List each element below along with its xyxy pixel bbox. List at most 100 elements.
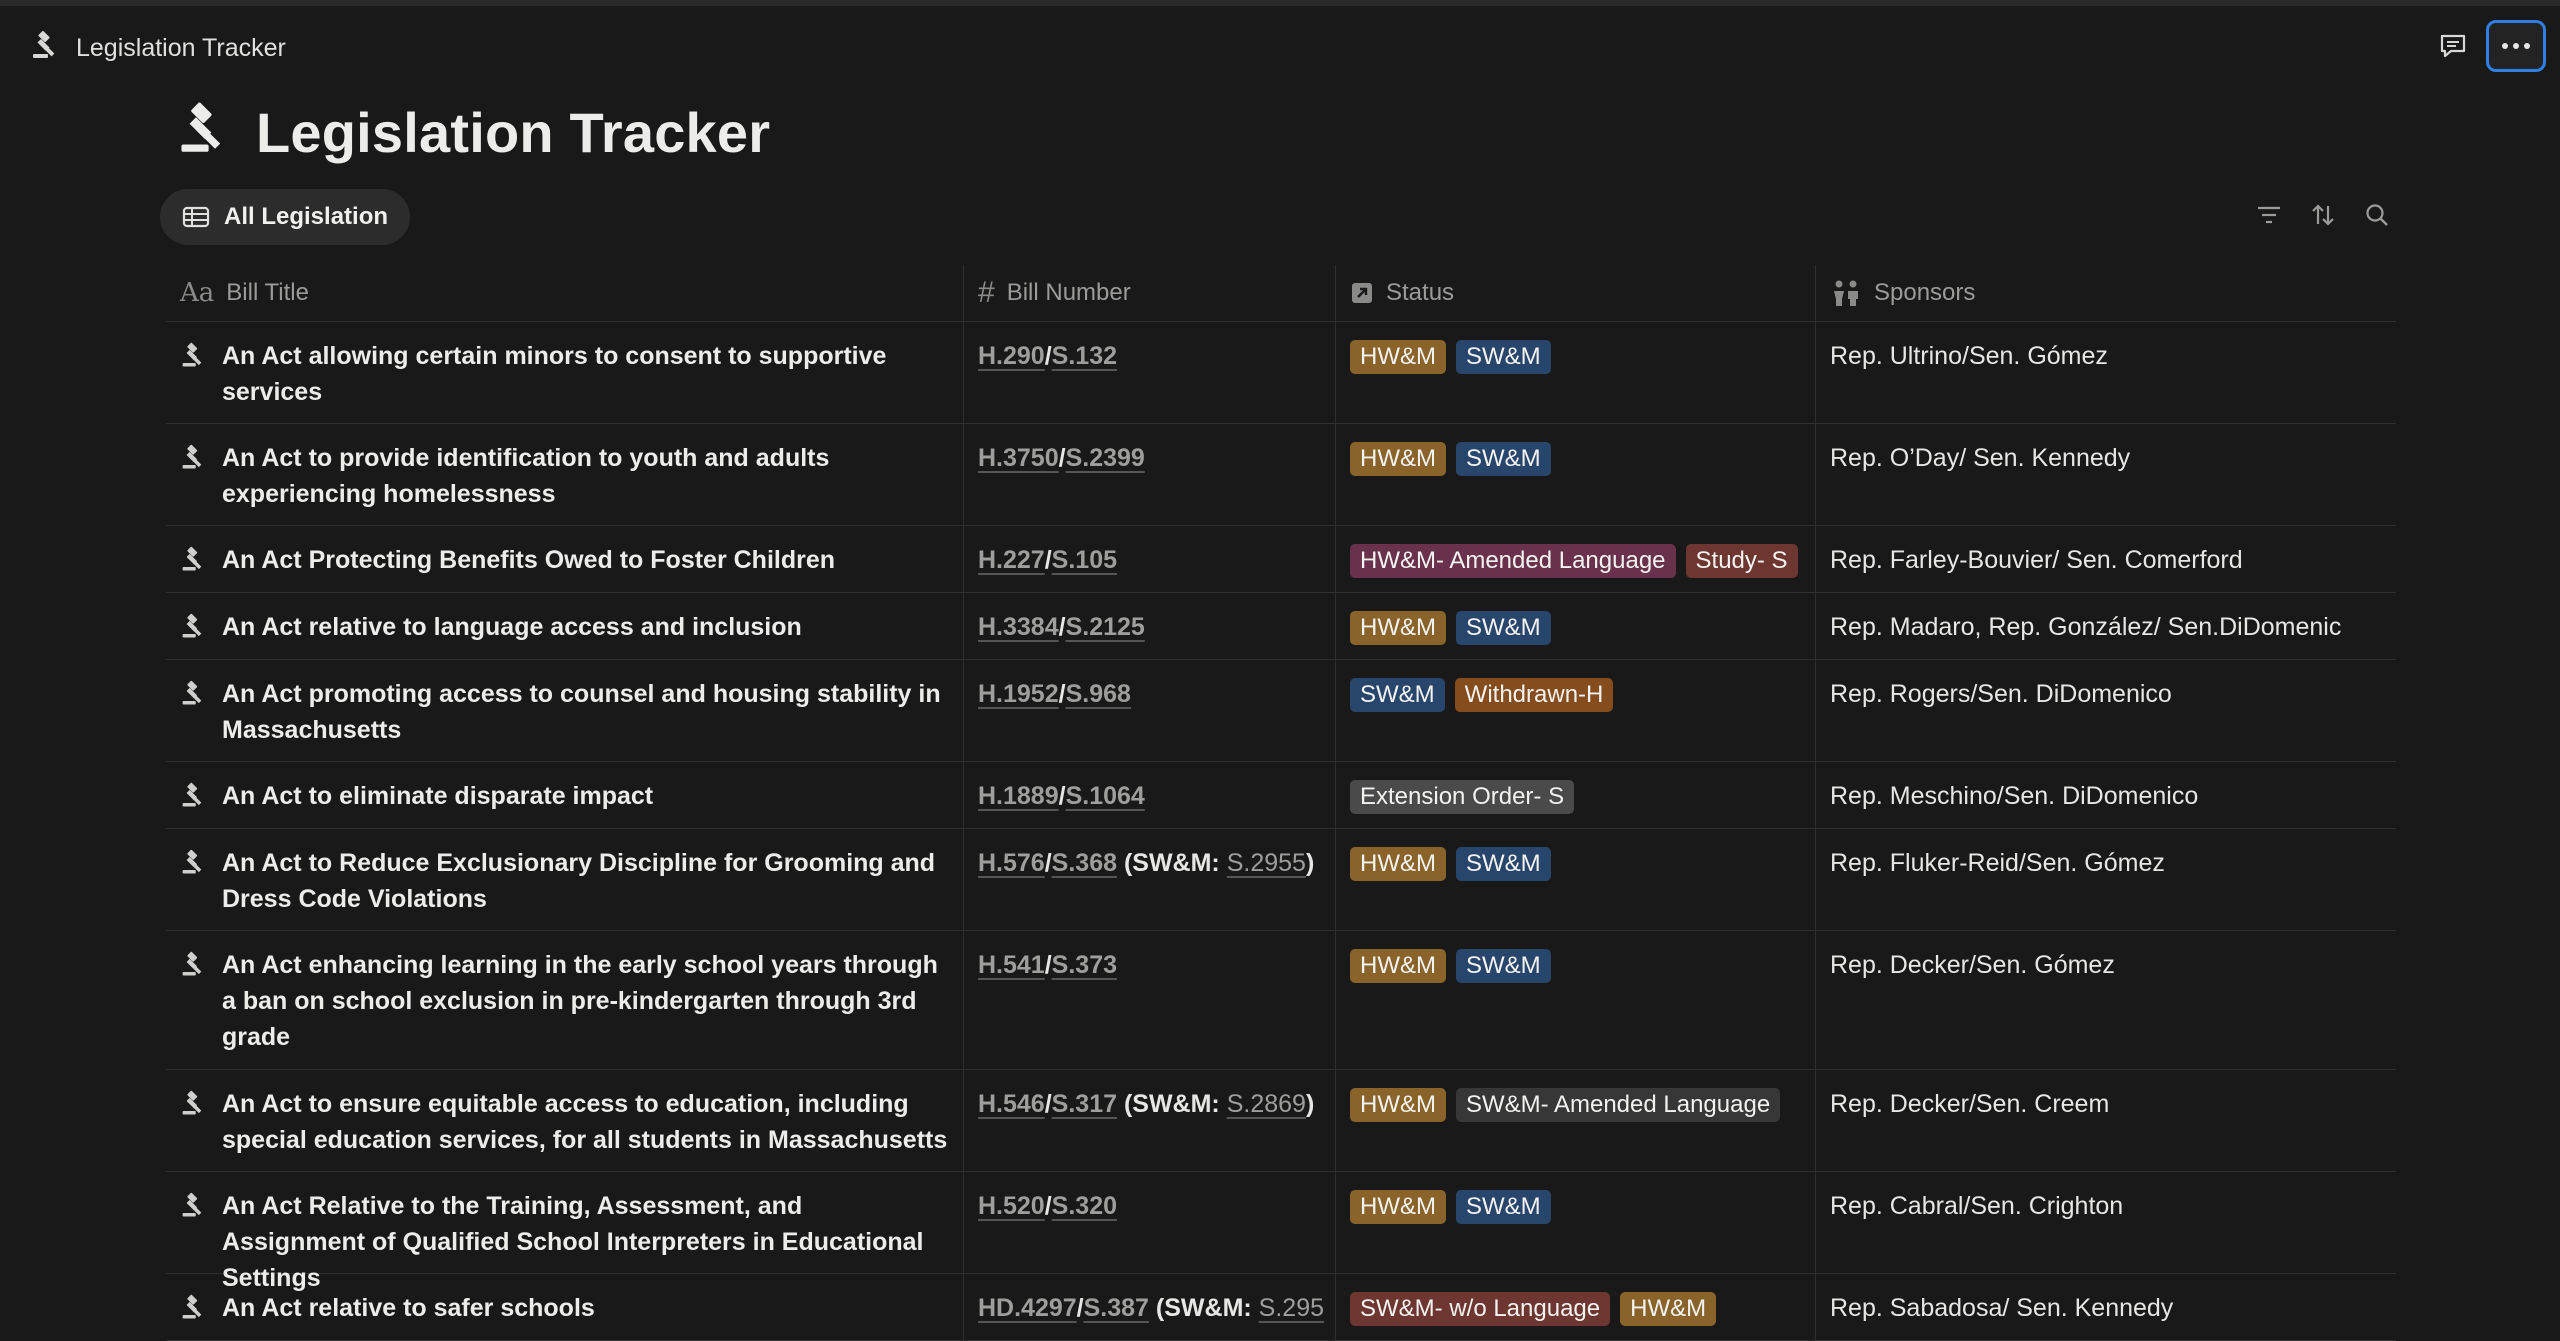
bill-title-cell[interactable]: An Act promoting access to counsel and h… [166,660,963,761]
table-row[interactable]: An Act allowing certain minors to consen… [166,322,2396,424]
bill-number-link[interactable]: HD.4297 [978,1294,1077,1322]
status-cell[interactable]: HW&M SW&M [1335,593,1815,659]
more-options-button[interactable] [2486,20,2546,72]
column-header-status[interactable]: Status [1335,265,1815,321]
bill-number-link[interactable]: S.368 [1051,849,1118,877]
bill-number-link[interactable]: H.1952 [978,680,1059,708]
status-cell[interactable]: HW&M SW&M- Amended Language [1335,1070,1815,1171]
sponsors-cell[interactable]: Rep. Cabral/Sen. Crighton [1815,1172,2396,1273]
bill-number-link[interactable]: S.132 [1051,342,1118,370]
bill-number-cell[interactable]: H.3384/S.2125 [963,593,1335,659]
sponsors-cell[interactable]: Rep. Fluker-Reid/Sen. Gómez [1815,829,2396,930]
comment-button[interactable] [2436,29,2470,63]
bill-number-link[interactable]: H.576 [978,849,1045,877]
bill-number-cell[interactable]: H.290/S.132 [963,322,1335,423]
bill-title-cell[interactable]: An Act to ensure equitable access to edu… [166,1070,963,1171]
status-tag: Extension Order- S [1350,780,1575,814]
bill-title-cell[interactable]: An Act relative to language access and i… [166,593,963,659]
sponsors-cell[interactable]: Rep. Madaro, Rep. González/ Sen.DiDomeni… [1815,593,2396,659]
bill-number-link[interactable]: S.105 [1051,546,1118,574]
search-icon [2366,204,2388,226]
bill-number-text: / [1058,613,1066,641]
table-row[interactable]: An Act Protecting Benefits Owed to Foste… [166,526,2396,593]
bill-number-link[interactable]: H.520 [978,1192,1045,1220]
status-cell[interactable]: HW&M SW&M [1335,322,1815,423]
bill-number-link[interactable]: S.2125 [1065,613,1145,641]
table-row[interactable]: An Act to eliminate disparate impact H.18… [166,762,2396,829]
bill-number-link[interactable]: H.3750 [978,444,1059,472]
bill-number-cell[interactable]: H.3750/S.2399 [963,424,1335,525]
status-cell[interactable]: HW&M SW&M [1335,1172,1815,1273]
bill-number-link[interactable]: H.546 [978,1090,1045,1118]
bill-number-link[interactable]: S.317 [1051,1090,1118,1118]
bill-number-link[interactable]: H.541 [978,951,1045,979]
gavel-icon [180,676,208,761]
text-property-icon: Aa [180,278,215,308]
bill-number-link[interactable]: H.290 [978,342,1045,370]
status-cell[interactable]: HW&M SW&M [1335,931,1815,1069]
sponsors-cell[interactable]: Rep. Farley-Bouvier/ Sen. Comerford [1815,526,2396,592]
view-tab-all-legislation[interactable]: All Legislation [160,189,411,245]
sponsors-cell[interactable]: Rep. O’Day/ Sen. Kennedy [1815,424,2396,525]
table-row[interactable]: An Act relative to safer schools HD.4297/… [166,1274,2396,1341]
status-cell[interactable]: HW&M SW&M [1335,829,1815,930]
bill-number-link[interactable]: S.2955 [1226,849,1306,877]
bill-number-cell[interactable]: H.1889/S.1064 [963,762,1335,828]
sponsors-cell[interactable]: Rep. Meschino/Sen. DiDomenico [1815,762,2396,828]
sponsors-cell[interactable]: Rep. Ultrino/Sen. Gómez [1815,322,2396,423]
bill-title-cell[interactable]: An Act to eliminate disparate impact [166,762,963,828]
bill-title-cell[interactable]: An Act Protecting Benefits Owed to Foste… [166,526,963,592]
table-row[interactable]: An Act enhancing learning in the early s… [166,931,2396,1070]
bill-number-cell[interactable]: H.576/S.368 (SW&M: S.2955) [963,829,1335,930]
bill-number-cell[interactable]: H.546/S.317 (SW&M: S.2869) [963,1070,1335,1171]
bill-number-cell[interactable]: H.1952/S.968 [963,660,1335,761]
bill-title: An Act allowing certain minors to consen… [222,342,887,406]
table-row[interactable]: An Act promoting access to counsel and h… [166,660,2396,762]
bill-title-cell[interactable]: An Act to Reduce Exclusionary Discipline… [166,829,963,930]
table-row[interactable]: An Act to ensure equitable access to edu… [166,1070,2396,1172]
column-header-bill-number[interactable]: # Bill Number [963,265,1335,321]
bill-title-cell[interactable]: An Act Relative to the Training, Assessm… [166,1172,963,1292]
bill-number-link[interactable]: H.3384 [978,613,1059,641]
bill-title-cell[interactable]: An Act to provide identification to yout… [166,424,963,525]
sponsors-cell[interactable]: Rep. Rogers/Sen. DiDomenico [1815,660,2396,761]
bill-number-link[interactable]: S.295 [1258,1294,1325,1322]
status-cell[interactable]: SW&M- w/o Language HW&M [1335,1274,1815,1340]
bill-number-link[interactable]: S.320 [1051,1192,1118,1220]
bill-number-link[interactable]: H.227 [978,546,1045,574]
bill-number-cell[interactable]: H.520/S.320 [963,1172,1335,1273]
sponsors-cell[interactable]: Rep. Sabadosa/ Sen. Kennedy [1815,1274,2396,1340]
status-cell[interactable]: HW&M- Amended Language Study- S [1335,526,1815,592]
table-row[interactable]: An Act Relative to the Training, Assessm… [166,1172,2396,1292]
bill-number-text: / [1044,546,1052,574]
sort-button[interactable] [2308,200,2338,230]
bill-title-cell[interactable]: An Act relative to safer schools [166,1274,963,1340]
bill-title: An Act to Reduce Exclusionary Discipline… [222,849,936,913]
bill-number-link[interactable]: S.373 [1051,951,1118,979]
bill-number-link[interactable]: H.1889 [978,782,1059,810]
bill-number-link[interactable]: S.2869 [1226,1090,1306,1118]
table-row[interactable]: An Act to provide identification to yout… [166,424,2396,526]
bill-title-cell[interactable]: An Act enhancing learning in the early s… [166,931,963,1069]
sponsors-cell[interactable]: Rep. Decker/Sen. Creem [1815,1070,2396,1171]
column-header-sponsors[interactable]: Sponsors [1815,265,2396,321]
search-button[interactable] [2362,200,2392,230]
status-cell[interactable]: SW&M Withdrawn-H [1335,660,1815,761]
bill-number-cell[interactable]: H.541/S.373 [963,931,1335,1069]
bill-title-cell[interactable]: An Act allowing certain minors to consen… [166,322,963,423]
breadcrumb[interactable]: Legislation Tracker [30,30,286,67]
bill-number-link[interactable]: S.2399 [1065,444,1145,472]
status-cell[interactable]: HW&M SW&M [1335,424,1815,525]
column-header-bill-title[interactable]: Aa Bill Title [180,278,309,308]
bill-number-cell[interactable]: H.227/S.105 [963,526,1335,592]
bill-number-link[interactable]: S.968 [1065,680,1131,708]
sponsors-cell[interactable]: Rep. Decker/Sen. Gómez [1815,931,2396,1069]
bill-number-link[interactable]: S.387 [1083,1294,1149,1322]
filter-button[interactable] [2254,200,2284,230]
bill-number-cell[interactable]: HD.4297/S.387 (SW&M: S.295 [963,1274,1335,1340]
table-row[interactable]: An Act relative to language access and i… [166,593,2396,660]
status-cell[interactable]: Extension Order- S [1335,762,1815,828]
bill-number-link[interactable]: S.1064 [1065,782,1145,810]
status-tag: SW&M [1455,1190,1551,1224]
table-row[interactable]: An Act to Reduce Exclusionary Discipline… [166,829,2396,931]
